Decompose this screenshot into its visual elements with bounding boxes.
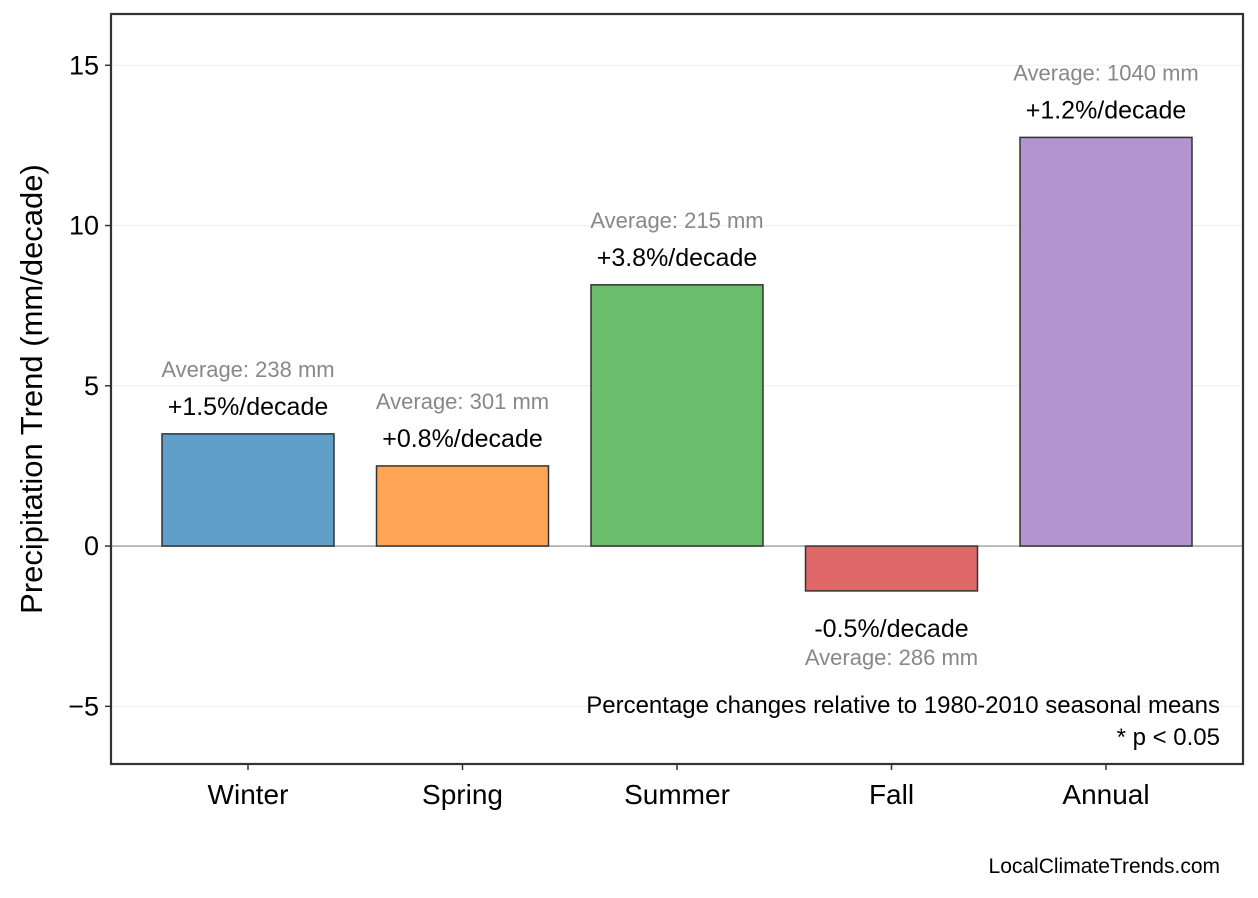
bar-spring	[375, 465, 550, 547]
bar-annual	[1019, 136, 1193, 547]
x-tick-label: Spring	[422, 779, 503, 810]
x-tick-label: Winter	[208, 779, 289, 810]
avg-label: Average: 301 mm	[376, 389, 549, 414]
bars	[161, 136, 1193, 592]
annotation-significance: * p < 0.05	[1117, 724, 1220, 751]
y-axis: −5 0 5 10 15	[68, 50, 111, 721]
pct-label: +1.5%/decade	[168, 393, 329, 421]
bar-fall	[804, 545, 979, 592]
avg-label: Average: 215 mm	[590, 208, 763, 233]
pct-label: +3.8%/decade	[597, 244, 758, 272]
y-tick-label: 5	[84, 371, 99, 401]
avg-label: Average: 286 mm	[805, 645, 978, 670]
avg-label: Average: 1040 mm	[1013, 60, 1198, 85]
pct-label: +1.2%/decade	[1026, 96, 1187, 124]
annotation-note: Percentage changes relative to 1980-2010…	[586, 692, 1220, 719]
y-tick-label: 0	[84, 531, 99, 561]
y-tick-label: 10	[69, 211, 99, 241]
pct-label: -0.5%/decade	[814, 615, 968, 643]
bar-summer	[590, 284, 764, 547]
x-tick-label: Annual	[1062, 779, 1149, 810]
y-tick-label: −5	[68, 691, 99, 721]
y-tick-label: 15	[69, 50, 99, 80]
pct-label: +0.8%/decade	[382, 425, 543, 453]
x-tick-label: Fall	[869, 779, 914, 810]
source-credit: LocalClimateTrends.com	[989, 855, 1220, 878]
bar-winter	[161, 433, 335, 547]
avg-label: Average: 238 mm	[161, 357, 334, 382]
x-axis: Winter Spring Summer Fall Annual	[208, 764, 1150, 810]
x-tick-label: Summer	[624, 779, 730, 810]
bar-labels: +1.5%/decade Average: 238 mm +0.8%/decade A…	[161, 60, 1198, 670]
y-axis-label: Precipitation Trend (mm/decade)	[14, 164, 49, 614]
